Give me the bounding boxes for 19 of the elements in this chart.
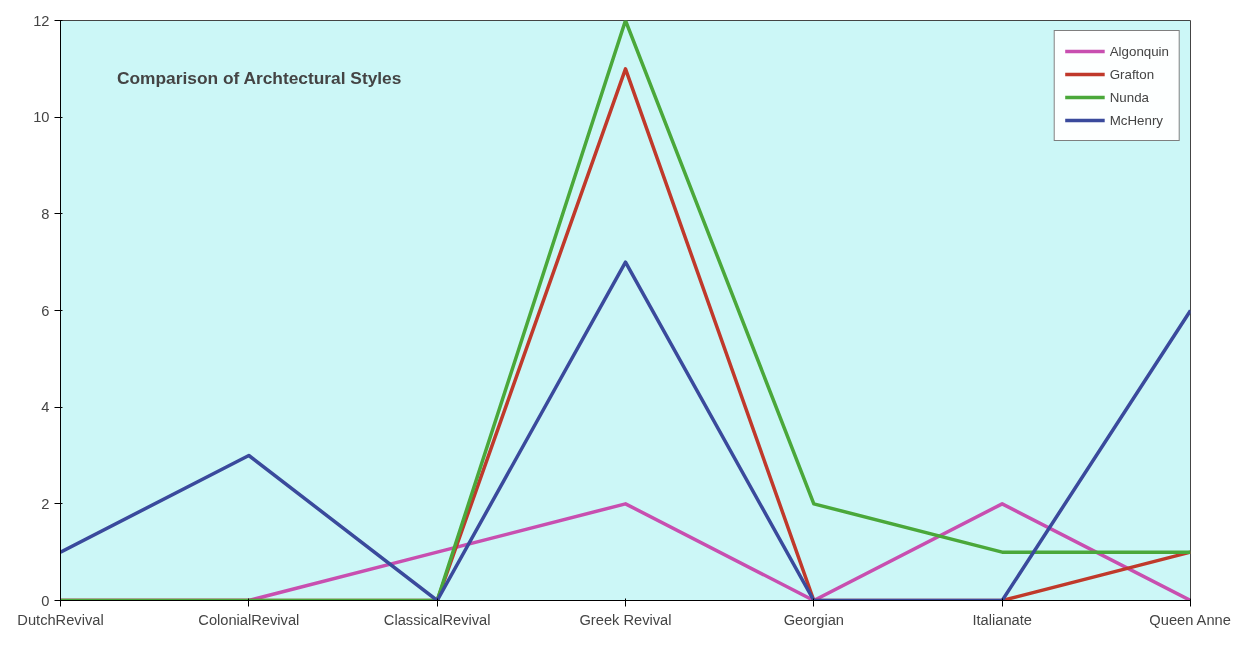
x-tick-label: ColonialRevival (198, 611, 300, 628)
y-tick-label: 8 (41, 205, 50, 222)
text: Comparison of Archtectural Styles (117, 68, 402, 89)
x-tick-label: Italianate (972, 611, 1032, 628)
x-tick-label: Greek Revival (579, 611, 672, 628)
y-tick-label: 12 (33, 12, 50, 29)
y-tick-label: 4 (41, 399, 50, 416)
x-tick-label: Georgian (783, 611, 844, 628)
y-tick-label: 10 (33, 109, 50, 126)
x-tick-label: Queen Anne (1149, 611, 1231, 628)
legend-label: Grafton (1109, 66, 1155, 82)
legend-label: Algonquin (1109, 43, 1169, 59)
y-tick-label: 2 (41, 495, 50, 512)
legend-label: McHenry (1109, 112, 1164, 128)
x-tick-label: ClassicalRevival (383, 611, 491, 628)
y-tick-label: 6 (41, 302, 50, 319)
y-tick-label: 0 (41, 592, 50, 609)
legend-label: Nunda (1109, 89, 1149, 105)
x-tick-label: DutchRevival (17, 611, 104, 628)
